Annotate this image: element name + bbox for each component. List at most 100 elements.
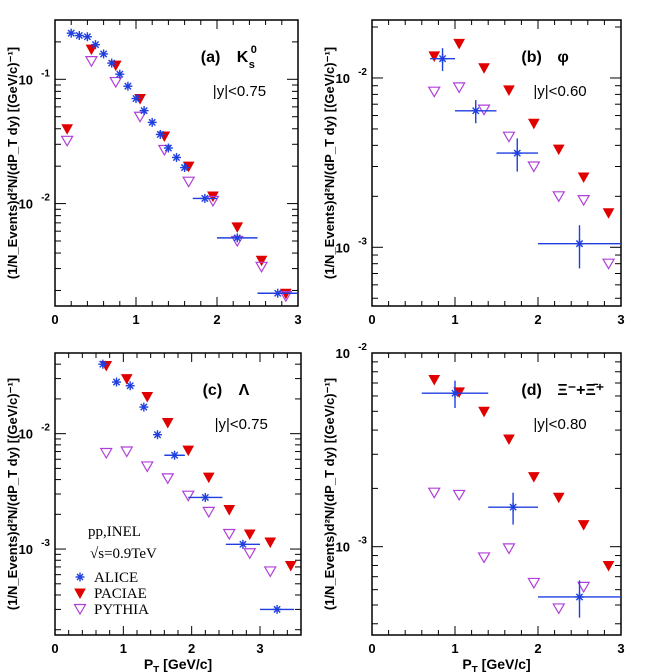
- particle-superscript: 0: [251, 44, 257, 56]
- alice-point: [200, 193, 210, 203]
- paciae-point: [577, 172, 590, 184]
- pythia-point: [99, 447, 113, 460]
- x-tick-label: 2: [534, 641, 541, 656]
- alice-point: [66, 28, 76, 38]
- panel-frame: [54, 352, 302, 636]
- alice-point: [139, 106, 149, 116]
- paciae-point: [264, 537, 277, 549]
- alice-point: [163, 143, 173, 153]
- rapidity-cut: |y|<0.75: [213, 83, 266, 100]
- paciae-point: [61, 124, 73, 135]
- alice-point: [115, 69, 125, 79]
- pythia-point: [477, 104, 491, 116]
- y-tick-exponent: -2: [41, 423, 50, 434]
- pythia-point: [140, 461, 154, 473]
- paciae-point: [503, 85, 515, 96]
- paciae-point: [428, 51, 441, 62]
- alice-point: [123, 81, 133, 91]
- alice-point: [512, 148, 522, 158]
- alice-point: [170, 450, 180, 460]
- pythia-point: [552, 191, 566, 203]
- paciae-point: [552, 492, 565, 504]
- pythia-point: [84, 56, 98, 68]
- x-axis-label: PT [GeV/c]: [462, 656, 530, 672]
- paciae-point: [182, 445, 195, 457]
- paciae-point: [284, 561, 297, 572]
- pythia-point: [202, 506, 216, 519]
- pythia-point: [477, 552, 491, 564]
- paciae-point: [577, 520, 590, 531]
- alice-point: [200, 492, 210, 502]
- paciae-point: [528, 118, 540, 130]
- y-tick-label: 10: [336, 346, 350, 361]
- pythia-point: [427, 487, 441, 499]
- x-tick-label: 3: [256, 641, 263, 656]
- pythia-point: [133, 111, 147, 123]
- pythia-point: [263, 566, 277, 578]
- y-tick-exponent: -1: [41, 68, 50, 79]
- alice-point: [438, 54, 448, 64]
- alice-point: [471, 106, 481, 116]
- alice-point: [91, 40, 100, 50]
- alice-point: [153, 430, 162, 440]
- alice-point: [107, 58, 117, 68]
- legend-pythia-label: PYTHIA: [94, 602, 149, 618]
- y-tick-label: 10: [19, 197, 33, 212]
- panel-label: (c): [203, 382, 223, 399]
- paciae-point: [478, 406, 490, 418]
- paciae-point: [223, 505, 236, 516]
- y-tick-label: 10: [336, 71, 350, 86]
- pythia-point: [502, 131, 516, 143]
- panel-b: 0 1 2 3 10 -3 10 -2 (b) φ |y|<0.60 (1/N_Events)d²N/…: [322, 19, 625, 327]
- pythia-point: [206, 195, 220, 208]
- alice-point: [238, 539, 248, 549]
- pythia-point: [602, 258, 616, 270]
- alice-point: [112, 377, 121, 387]
- particle-label: Ξ⁻+Ξ̄⁺: [557, 382, 604, 399]
- alice-point: [273, 288, 283, 298]
- x-tick-label: 3: [617, 312, 624, 327]
- x-tick-label: 3: [617, 641, 624, 656]
- panel-frame: [371, 352, 622, 636]
- x-tick-label: 2: [534, 312, 541, 327]
- particle-label: φ: [557, 49, 568, 66]
- paciae-point: [202, 472, 215, 484]
- paciae-point: [161, 417, 174, 429]
- alice-point: [232, 233, 242, 243]
- legend-energy: √s=0.9TeV: [90, 546, 157, 562]
- panel-c: 0 1 2 3 10 -3 10 -2 (c) Λ |y|<0.75 (1/N_Events)d²N/…: [5, 352, 302, 672]
- pythia-point: [182, 176, 196, 188]
- paciae-point: [120, 374, 133, 385]
- pythia-point: [527, 577, 541, 590]
- pythia-point: [181, 490, 195, 502]
- paciae-point: [453, 38, 465, 50]
- pythia-point: [452, 82, 466, 94]
- alice-point: [272, 604, 282, 614]
- paciae-point: [528, 472, 540, 483]
- y-tick-exponent: -2: [358, 342, 367, 353]
- x-tick-label: 0: [368, 641, 375, 656]
- x-tick-label: 0: [368, 312, 375, 327]
- panel-label: (a): [201, 49, 221, 66]
- y-tick-label: 10: [19, 427, 33, 442]
- x-tick-label: 2: [213, 312, 220, 327]
- y-tick-exponent: -3: [358, 536, 367, 547]
- y-tick-exponent: -3: [41, 538, 50, 549]
- x-tick-label: 0: [51, 641, 58, 656]
- y-tick-label: 10: [19, 72, 33, 87]
- x-tick-label: 2: [188, 641, 195, 656]
- pythia-point: [427, 86, 441, 98]
- paciae-point: [478, 63, 490, 74]
- alice-point: [98, 359, 108, 369]
- y-tick-label: 10: [336, 540, 350, 555]
- pythia-point: [161, 473, 175, 485]
- x-tick-label: 1: [451, 312, 458, 327]
- paciae-point: [602, 560, 615, 572]
- paciae-point: [602, 208, 615, 219]
- pythia-point: [452, 489, 466, 502]
- y-axis-label: (1/N_Events)d²N/(dP_T dy) [(GeV/c)⁻¹]: [5, 47, 20, 279]
- pythia-point: [109, 76, 123, 89]
- particle-label: K: [237, 49, 249, 66]
- y-tick-exponent: -2: [358, 67, 367, 78]
